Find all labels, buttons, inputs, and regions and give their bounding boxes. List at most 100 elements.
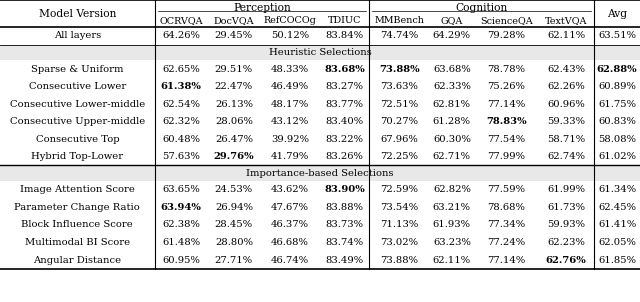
Text: 62.05%: 62.05% bbox=[598, 238, 636, 247]
Text: GQA: GQA bbox=[441, 16, 463, 25]
Text: Consecutive Lower-middle: Consecutive Lower-middle bbox=[10, 100, 145, 109]
Text: 73.54%: 73.54% bbox=[380, 203, 418, 212]
Text: 28.80%: 28.80% bbox=[215, 238, 253, 247]
Text: 61.34%: 61.34% bbox=[598, 185, 636, 194]
Text: 47.67%: 47.67% bbox=[271, 203, 309, 212]
Text: 50.12%: 50.12% bbox=[271, 31, 309, 40]
Text: 22.47%: 22.47% bbox=[215, 82, 253, 91]
Text: 41.79%: 41.79% bbox=[271, 152, 309, 161]
Text: 27.71%: 27.71% bbox=[215, 255, 253, 265]
Text: 71.13%: 71.13% bbox=[380, 220, 419, 230]
Text: 83.49%: 83.49% bbox=[326, 255, 364, 265]
Text: 62.43%: 62.43% bbox=[547, 65, 585, 74]
Text: 83.68%: 83.68% bbox=[324, 65, 365, 74]
Text: TextVQA: TextVQA bbox=[545, 16, 588, 25]
Text: 62.65%: 62.65% bbox=[162, 65, 200, 74]
Text: 73.88%: 73.88% bbox=[379, 65, 419, 74]
Text: Parameter Change Ratio: Parameter Change Ratio bbox=[15, 203, 140, 212]
Text: 46.74%: 46.74% bbox=[271, 255, 309, 265]
Text: 83.88%: 83.88% bbox=[326, 203, 364, 212]
Text: Importance-based Selections: Importance-based Selections bbox=[246, 169, 394, 178]
Text: 61.28%: 61.28% bbox=[433, 117, 471, 126]
Text: Consecutive Upper-middle: Consecutive Upper-middle bbox=[10, 117, 145, 126]
Bar bbox=[0, 45, 640, 60]
Bar bbox=[0, 0, 640, 269]
Text: 75.26%: 75.26% bbox=[488, 82, 525, 91]
Text: Consecutive Lower: Consecutive Lower bbox=[29, 82, 126, 91]
Text: 60.96%: 60.96% bbox=[547, 100, 585, 109]
Text: 60.48%: 60.48% bbox=[162, 135, 200, 144]
Text: 48.17%: 48.17% bbox=[271, 100, 309, 109]
Text: 48.33%: 48.33% bbox=[271, 65, 309, 74]
Text: 60.95%: 60.95% bbox=[162, 255, 200, 265]
Text: 79.28%: 79.28% bbox=[488, 31, 525, 40]
Text: 72.51%: 72.51% bbox=[380, 100, 418, 109]
Text: 77.99%: 77.99% bbox=[488, 152, 525, 161]
Text: 77.14%: 77.14% bbox=[487, 100, 525, 109]
Text: 46.68%: 46.68% bbox=[271, 238, 309, 247]
Text: 43.12%: 43.12% bbox=[271, 117, 309, 126]
Text: 62.32%: 62.32% bbox=[162, 117, 200, 126]
Text: 46.37%: 46.37% bbox=[271, 220, 309, 230]
Text: 62.74%: 62.74% bbox=[547, 152, 585, 161]
Text: DocVQA: DocVQA bbox=[214, 16, 254, 25]
Text: OCRVQA: OCRVQA bbox=[159, 16, 203, 25]
Text: 77.14%: 77.14% bbox=[487, 255, 525, 265]
Text: 73.88%: 73.88% bbox=[380, 255, 418, 265]
Text: Avg: Avg bbox=[607, 8, 627, 19]
Text: 63.65%: 63.65% bbox=[162, 185, 200, 194]
Text: 26.13%: 26.13% bbox=[215, 100, 253, 109]
Text: 70.27%: 70.27% bbox=[380, 117, 418, 126]
Text: 62.76%: 62.76% bbox=[546, 255, 586, 265]
Text: 77.34%: 77.34% bbox=[487, 220, 525, 230]
Text: 61.38%: 61.38% bbox=[161, 82, 202, 91]
Text: Block Influence Score: Block Influence Score bbox=[22, 220, 133, 230]
Text: 61.85%: 61.85% bbox=[598, 255, 636, 265]
Text: 43.62%: 43.62% bbox=[271, 185, 309, 194]
Text: 58.08%: 58.08% bbox=[598, 135, 636, 144]
Text: 83.73%: 83.73% bbox=[326, 220, 364, 230]
Text: 57.63%: 57.63% bbox=[162, 152, 200, 161]
Text: 61.48%: 61.48% bbox=[162, 238, 200, 247]
Text: 83.40%: 83.40% bbox=[326, 117, 364, 126]
Text: 62.81%: 62.81% bbox=[433, 100, 471, 109]
Bar bbox=[0, 165, 640, 181]
Text: 60.83%: 60.83% bbox=[598, 117, 636, 126]
Text: 29.76%: 29.76% bbox=[214, 152, 254, 161]
Text: 83.22%: 83.22% bbox=[326, 135, 364, 144]
Text: 28.06%: 28.06% bbox=[215, 117, 253, 126]
Text: Multimodal BI Score: Multimodal BI Score bbox=[25, 238, 130, 247]
Text: 60.30%: 60.30% bbox=[433, 135, 471, 144]
Text: 62.33%: 62.33% bbox=[433, 82, 471, 91]
Text: 62.38%: 62.38% bbox=[162, 220, 200, 230]
Text: 67.96%: 67.96% bbox=[380, 135, 418, 144]
Text: 59.33%: 59.33% bbox=[547, 117, 585, 126]
Text: 62.54%: 62.54% bbox=[162, 100, 200, 109]
Text: 63.51%: 63.51% bbox=[598, 31, 636, 40]
Text: 62.82%: 62.82% bbox=[433, 185, 471, 194]
Text: Heuristic Selections: Heuristic Selections bbox=[269, 48, 371, 57]
Text: Perception: Perception bbox=[233, 3, 291, 13]
Text: 62.26%: 62.26% bbox=[547, 82, 585, 91]
Text: 29.51%: 29.51% bbox=[215, 65, 253, 74]
Text: Angular Distance: Angular Distance bbox=[33, 255, 122, 265]
Text: 83.90%: 83.90% bbox=[324, 185, 365, 194]
Text: 28.45%: 28.45% bbox=[215, 220, 253, 230]
Text: 77.24%: 77.24% bbox=[487, 238, 525, 247]
Text: 61.93%: 61.93% bbox=[433, 220, 471, 230]
Text: 78.83%: 78.83% bbox=[486, 117, 527, 126]
Text: 63.94%: 63.94% bbox=[161, 203, 202, 212]
Text: 29.45%: 29.45% bbox=[215, 31, 253, 40]
Text: 72.59%: 72.59% bbox=[380, 185, 418, 194]
Text: Consecutive Top: Consecutive Top bbox=[36, 135, 119, 144]
Text: 39.92%: 39.92% bbox=[271, 135, 309, 144]
Text: 83.27%: 83.27% bbox=[326, 82, 364, 91]
Text: 61.73%: 61.73% bbox=[547, 203, 585, 212]
Text: 61.02%: 61.02% bbox=[598, 152, 636, 161]
Text: MMBench: MMBench bbox=[374, 16, 424, 25]
Text: 73.63%: 73.63% bbox=[380, 82, 418, 91]
Text: 78.78%: 78.78% bbox=[488, 65, 525, 74]
Text: 60.89%: 60.89% bbox=[598, 82, 636, 91]
Text: 64.29%: 64.29% bbox=[433, 31, 471, 40]
Text: 83.77%: 83.77% bbox=[326, 100, 364, 109]
